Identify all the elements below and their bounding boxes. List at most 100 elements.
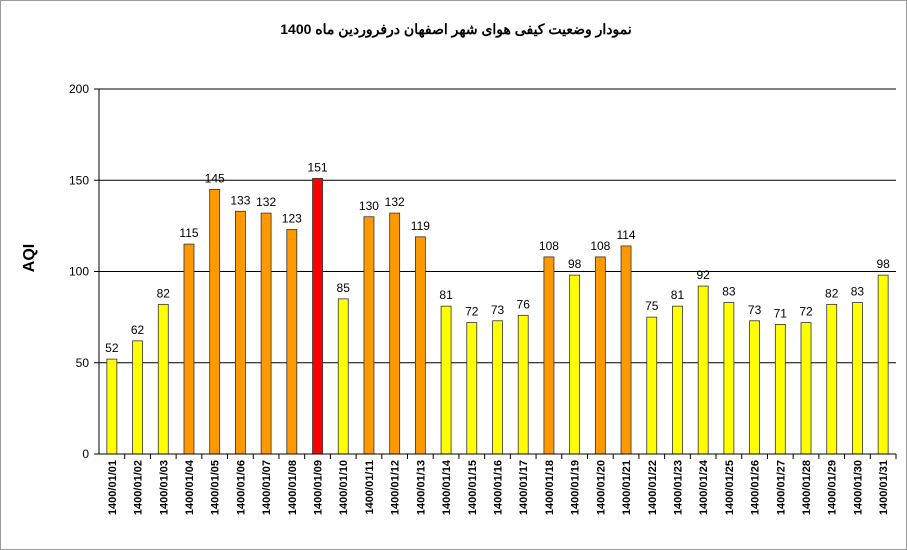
data-label: 73 — [491, 303, 505, 317]
data-label: 98 — [568, 257, 582, 271]
data-label: 92 — [696, 268, 710, 282]
data-label: 83 — [722, 285, 736, 299]
data-label: 133 — [230, 193, 250, 207]
category-label: 1400/01/24 — [698, 459, 710, 515]
bar — [569, 274, 581, 455]
category-label: 1400/01/16 — [493, 460, 505, 515]
bars — [106, 178, 889, 455]
bar — [646, 316, 658, 455]
data-label: 73 — [748, 303, 762, 317]
category-label: 1400/01/26 — [750, 460, 762, 515]
data-label: 72 — [465, 305, 479, 319]
category-label: 1400/01/27 — [775, 460, 787, 515]
bar — [389, 212, 401, 455]
bar — [620, 245, 632, 455]
category-label: 1400/01/13 — [415, 460, 427, 515]
data-label: 81 — [671, 288, 685, 302]
data-label: 132 — [385, 195, 405, 209]
category-label: 1400/01/05 — [210, 460, 222, 515]
bar — [517, 314, 529, 455]
category-label: 1400/01/03 — [158, 460, 170, 515]
bar — [466, 322, 478, 455]
data-label: 72 — [799, 305, 813, 319]
bar — [594, 256, 606, 455]
y-axis-label: AQI — [21, 244, 38, 272]
data-label: 123 — [282, 212, 302, 226]
category-label: 1400/01/02 — [133, 460, 145, 515]
bar — [106, 358, 118, 455]
bar — [800, 322, 812, 455]
bar — [132, 340, 143, 455]
category-label: 1400/01/31 — [878, 460, 890, 515]
bar — [260, 212, 272, 455]
x-axis-category-labels: 1400/01/01 1400/01/02 1400/01/03 1400/01/04… — [107, 454, 897, 515]
y-tick-label: 200 — [69, 82, 89, 96]
data-label: 115 — [179, 226, 198, 240]
category-label: 1400/01/18 — [544, 460, 556, 515]
data-label: 76 — [517, 297, 531, 311]
data-label: 62 — [131, 323, 145, 337]
data-label: 130 — [359, 199, 379, 213]
data-labels: 52 62 82 115 145 133 132 123 151 85 130 132 119 81 72 7… — [105, 160, 890, 355]
data-label: 98 — [876, 257, 890, 271]
category-label: 1400/01/10 — [338, 460, 350, 515]
category-label: 1400/01/29 — [827, 460, 839, 515]
category-label: 1400/01/01 — [107, 460, 119, 515]
y-tick-label: 50 — [76, 356, 90, 370]
category-label: 1400/01/14 — [441, 459, 453, 515]
bar — [440, 305, 452, 455]
category-label: 1400/01/12 — [390, 460, 402, 515]
category-label: 1400/01/20 — [595, 460, 607, 515]
category-label: 1400/01/08 — [287, 460, 299, 515]
data-label: 82 — [157, 286, 171, 300]
y-tick-label: 150 — [69, 173, 89, 187]
bar — [209, 188, 221, 455]
category-label: 1400/01/28 — [801, 460, 813, 515]
data-label: 108 — [590, 239, 610, 253]
category-label: 1400/01/21 — [621, 460, 633, 515]
category-label: 1400/01/09 — [313, 460, 325, 515]
bar — [672, 305, 683, 455]
bar — [826, 303, 838, 455]
bar — [183, 243, 195, 455]
data-label: 82 — [825, 286, 839, 300]
category-label: 1400/01/19 — [570, 460, 582, 515]
data-label: 151 — [308, 160, 328, 174]
category-label: 1400/01/17 — [518, 460, 530, 515]
category-label: 1400/01/23 — [672, 460, 684, 515]
category-label: 1400/01/07 — [261, 460, 273, 515]
axes — [98, 89, 896, 455]
category-label: 1400/01/04 — [184, 459, 196, 515]
bar — [414, 236, 426, 455]
category-label: 1400/01/25 — [724, 460, 736, 515]
category-label: 1400/01/30 — [852, 460, 864, 515]
data-label: 132 — [256, 195, 276, 209]
bar — [697, 285, 709, 455]
y-axis-ticks: 0 50 100 150 200 — [69, 82, 99, 461]
bar — [235, 210, 246, 455]
data-label: 83 — [851, 285, 865, 299]
data-label: 114 — [616, 228, 635, 242]
bar — [749, 320, 760, 455]
y-tick-label: 0 — [82, 447, 89, 461]
category-label: 1400/01/22 — [647, 460, 659, 515]
bar — [774, 324, 786, 455]
bar — [337, 298, 349, 455]
data-label: 81 — [439, 288, 453, 302]
data-label: 52 — [105, 341, 119, 355]
bar — [286, 229, 298, 455]
category-label: 1400/01/06 — [235, 460, 247, 515]
y-tick-label: 100 — [69, 265, 89, 279]
bar — [543, 256, 555, 455]
data-label: 145 — [205, 171, 225, 185]
data-label: 119 — [411, 219, 430, 233]
data-label: 71 — [774, 306, 788, 320]
category-label: 1400/01/11 — [364, 460, 376, 514]
bar — [877, 274, 889, 455]
bar — [492, 320, 503, 455]
data-label: 108 — [539, 239, 559, 253]
bar — [723, 302, 735, 455]
bar — [312, 178, 323, 455]
bar — [363, 216, 375, 455]
